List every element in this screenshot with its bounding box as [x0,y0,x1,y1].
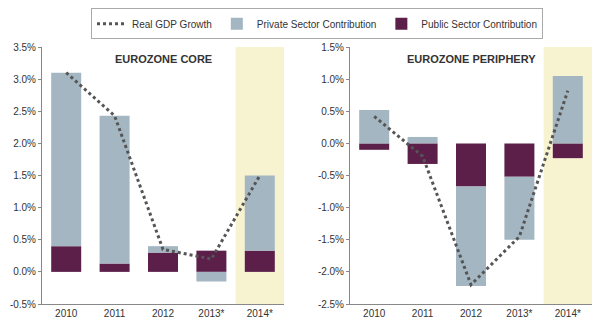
svg-text:3.0%: 3.0% [13,74,36,85]
svg-text:2010: 2010 [363,308,386,319]
svg-text:0.0%: 0.0% [13,266,36,277]
svg-text:EUROZONE CORE: EUROZONE CORE [115,53,212,65]
svg-text:2010: 2010 [55,308,78,319]
svg-text:2012: 2012 [152,308,175,319]
svg-text:2.5%: 2.5% [13,106,36,117]
svg-text:1.5%: 1.5% [321,42,344,53]
svg-text:2013*: 2013* [506,308,532,319]
svg-text:-1.5%: -1.5% [318,234,344,245]
svg-text:2012: 2012 [460,308,483,319]
svg-text:1.5%: 1.5% [13,170,36,181]
svg-text:-1.0%: -1.0% [318,202,344,213]
svg-text:2013*: 2013* [198,308,224,319]
svg-text:-2.0%: -2.0% [318,266,344,277]
svg-text:-0.5%: -0.5% [318,170,344,181]
svg-text:Private Sector Contribution: Private Sector Contribution [257,19,377,30]
svg-text:3.5%: 3.5% [13,42,36,53]
svg-text:-2.5%: -2.5% [318,299,344,310]
svg-text:0.5%: 0.5% [13,234,36,245]
svg-text:2014*: 2014* [555,308,581,319]
svg-text:2011: 2011 [412,308,434,319]
svg-text:-0.5%: -0.5% [10,299,36,310]
svg-text:2.0%: 2.0% [13,138,36,149]
svg-text:Public Sector Contribution: Public Sector Contribution [421,19,537,30]
svg-text:0.5%: 0.5% [321,106,344,117]
svg-text:1.0%: 1.0% [13,202,36,213]
svg-text:2011: 2011 [104,308,126,319]
svg-text:Real GDP Growth: Real GDP Growth [132,19,212,30]
svg-text:EUROZONE PERIPHERY: EUROZONE PERIPHERY [407,53,536,65]
svg-text:0.0%: 0.0% [321,138,344,149]
svg-text:1.0%: 1.0% [321,74,344,85]
svg-text:2014*: 2014* [247,308,273,319]
